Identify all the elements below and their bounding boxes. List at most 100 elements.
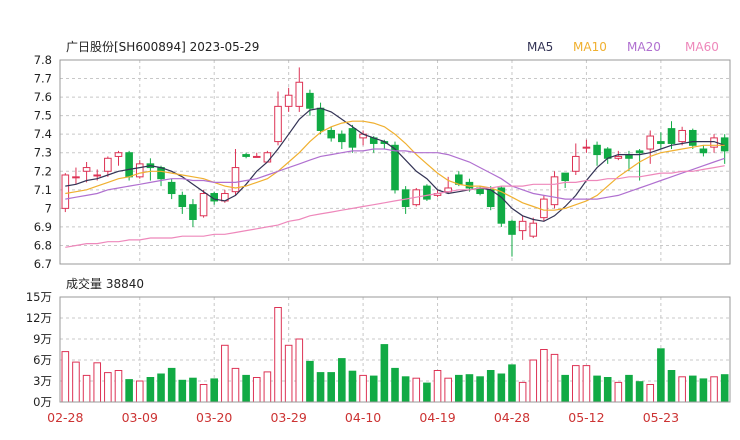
candle	[114, 150, 123, 166]
volume-bar	[210, 378, 219, 403]
candle	[167, 178, 176, 200]
candle	[263, 150, 272, 163]
candle-body	[540, 198, 548, 219]
volume-grid	[60, 297, 730, 402]
candle	[667, 121, 676, 150]
candle	[529, 217, 538, 239]
candle-body	[72, 176, 80, 179]
price-tick-label: 6.9	[34, 220, 52, 234]
candle-body	[391, 144, 399, 191]
candle	[688, 128, 697, 150]
price-tick-label: 7.8	[34, 53, 52, 67]
candle-body	[635, 150, 644, 154]
volume-bar	[135, 380, 144, 403]
date-tick-label: 05-23	[643, 410, 679, 425]
volume-bar	[614, 381, 623, 403]
volume-bar	[338, 358, 346, 403]
candle-body	[114, 152, 123, 157]
price-tick-label: 7	[45, 201, 52, 215]
volume-bar	[306, 360, 314, 403]
volume-bar	[593, 375, 601, 403]
price-tick-label: 7.3	[34, 146, 52, 160]
price-panel: 7.8 7.7 7.6 7.5 7.4 7.3 7.2 7.1 7 6.9 6.8 6.7	[34, 53, 731, 271]
volume-bar	[646, 384, 655, 403]
candle	[391, 141, 399, 194]
candle-body	[104, 157, 112, 172]
volume-bar	[167, 367, 176, 403]
candle	[338, 130, 346, 150]
candle-body	[678, 129, 686, 143]
volume-bar	[518, 381, 527, 403]
volume-bar	[497, 373, 506, 403]
volume-bar	[720, 374, 729, 403]
candle	[61, 173, 70, 213]
volume-bar	[625, 374, 633, 403]
candle	[199, 189, 208, 218]
volume-bar	[444, 377, 452, 403]
candle-body	[571, 155, 580, 172]
candle	[518, 215, 527, 240]
volume-panel: 15万 12万 9万 6万 3万 0万	[26, 290, 731, 409]
volume-tick-label: 12万	[26, 311, 52, 325]
volume-bar	[657, 348, 665, 403]
price-tick-label: 7.4	[34, 127, 52, 141]
volume-bar	[316, 372, 325, 403]
candle-body	[688, 129, 697, 146]
candle-body	[284, 94, 293, 107]
candle	[274, 91, 282, 146]
volume-bar	[359, 374, 367, 403]
volume-bar	[571, 365, 580, 403]
volume-bar	[72, 361, 80, 403]
candle-body	[327, 129, 335, 139]
chart-title: 广日股份[SH600894] 2023-05-29	[66, 40, 259, 54]
volume-frame	[59, 296, 731, 403]
volume-tick-label: 3万	[33, 374, 52, 388]
date-tick-label: 04-10	[345, 410, 381, 425]
candle-body	[82, 167, 91, 172]
price-tick-label: 7.7	[34, 72, 52, 86]
candle-body	[135, 163, 144, 178]
candle-body	[497, 187, 506, 224]
date-tick-label: 03-29	[270, 410, 306, 425]
candle	[423, 184, 431, 201]
volume-bar	[508, 364, 516, 403]
candles	[61, 67, 729, 257]
candle-body	[423, 185, 431, 200]
candle-body	[582, 146, 591, 149]
legend: MA5 MA10 MA20 MA60	[527, 40, 719, 54]
price-tick-label: 7.6	[34, 90, 52, 104]
candle	[146, 158, 155, 181]
ma-line-ma10	[65, 120, 725, 211]
candle	[582, 139, 591, 153]
candle	[550, 171, 559, 209]
volume-bar	[667, 370, 676, 403]
volume-bar	[540, 349, 548, 403]
candle	[561, 172, 569, 188]
candle-body	[295, 81, 304, 107]
candle	[678, 126, 686, 146]
volume-tick-label: 0万	[33, 395, 52, 409]
date-axis: 02-28 03-09 03-20 03-29 04-10 04-19 04-28 05-12…	[47, 410, 679, 425]
volume-bar	[455, 374, 463, 403]
candle-body	[614, 155, 623, 159]
volume-bar	[423, 382, 431, 403]
volume-bar	[274, 307, 282, 403]
candle-body	[508, 220, 516, 235]
volume-tick-label: 15万	[26, 290, 52, 304]
volume-bar	[550, 353, 559, 403]
volume-bar	[295, 338, 304, 403]
candle-body	[518, 220, 527, 232]
candle	[284, 87, 293, 112]
volume-bar	[114, 370, 123, 403]
volume-bar	[93, 362, 102, 403]
candle	[252, 152, 261, 158]
volume-y-axis: 15万 12万 9万 6万 3万 0万	[26, 290, 52, 409]
candle-body	[178, 194, 187, 208]
volume-bar	[529, 359, 538, 403]
volume-bar	[391, 367, 399, 403]
price-tick-label: 6.7	[34, 257, 52, 271]
volume-bar	[561, 374, 569, 403]
candle	[593, 141, 601, 166]
volume-bar	[380, 344, 389, 403]
volume-bar	[699, 378, 708, 403]
